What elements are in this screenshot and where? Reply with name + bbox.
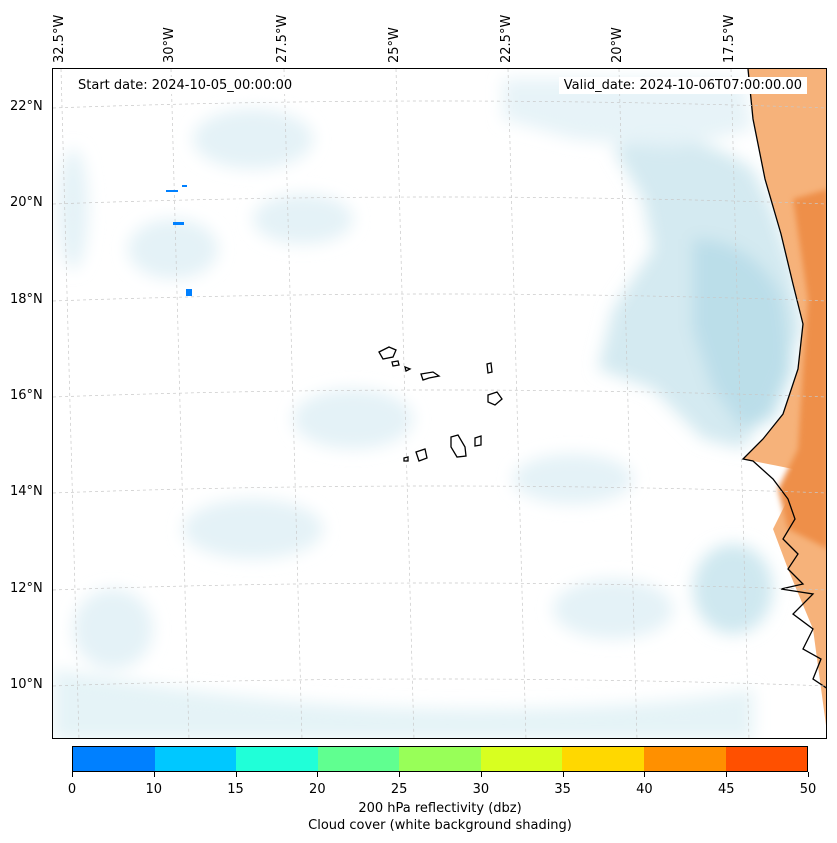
cloud-patch [553, 579, 673, 639]
meridian-line [395, 69, 415, 738]
island-santa-luzia [404, 365, 412, 372]
start-date-label: Start date: 2024-10-05_00:00:00 [73, 77, 298, 94]
colorbar-segment [236, 747, 318, 771]
colorbar-tick-label: 30 [472, 782, 490, 797]
meridian-line [283, 69, 303, 738]
colorbar-tick-mark [562, 772, 564, 777]
parallel-line [53, 293, 826, 302]
cloud-patch [58, 149, 88, 269]
island-fogo [415, 448, 428, 462]
parallel-line [53, 196, 826, 205]
meridian-line [60, 69, 80, 738]
cloud-patch [693, 544, 773, 634]
island-santiago [450, 434, 467, 458]
parallel-line [53, 582, 826, 591]
meridian-line [507, 69, 527, 738]
colorbar-tick-label: 0 [67, 782, 77, 797]
colorbar-segment [643, 747, 726, 771]
cloud-patch [293, 389, 413, 449]
echo-cell [182, 185, 187, 187]
longitude-label: 25°W [387, 27, 402, 63]
latitude-label: 18°N [10, 292, 43, 307]
island-sao-vicente [391, 360, 400, 367]
meridian-line [170, 69, 190, 738]
colorbar-tick-mark [235, 772, 237, 777]
cloud-patch [73, 589, 153, 669]
longitude-label: 22.5°W [499, 14, 514, 63]
latitude-label: 20°N [10, 195, 43, 210]
colorbar-segment [480, 747, 563, 771]
island-boa-vista [487, 391, 503, 406]
cloud-patch [128, 219, 218, 279]
land-hot-zone [778, 189, 826, 548]
colorbar-segment [562, 747, 644, 771]
island-maio [474, 435, 482, 447]
colorbar-tick-mark [808, 772, 809, 777]
colorbar-sublabel: Cloud cover (white background shading) [308, 818, 572, 833]
echo-cell [166, 190, 178, 192]
cloud-patch [183, 499, 323, 559]
colorbar-tick-label: 15 [227, 782, 244, 797]
african-landmass [741, 69, 826, 726]
longitude-label: 30°W [162, 27, 177, 63]
colorbar-segment [399, 747, 481, 771]
colorbar-tick-mark [644, 772, 646, 777]
latitude-label: 16°N [10, 388, 43, 403]
island-sao-nicolau [420, 371, 441, 381]
echo-cell [173, 222, 184, 225]
meridian-line [730, 69, 750, 738]
colorbar-tick-label: 35 [554, 782, 571, 797]
parallel-line [53, 485, 826, 494]
longitude-label: 20°W [610, 27, 625, 63]
colorbar-tick-label: 20 [309, 782, 326, 797]
valid-date-label: Valid_date: 2024-10-06T07:00:00.00 [558, 77, 807, 94]
colorbar-tick-mark [72, 772, 73, 777]
coastline [741, 69, 826, 689]
graticule [53, 69, 826, 738]
longitude-label: 17.5°W [722, 14, 737, 63]
colorbar-segment [73, 747, 155, 771]
colorbar-tick-label: 10 [145, 782, 163, 797]
cloud-patch [253, 194, 353, 244]
island-sal [486, 362, 493, 374]
colorbar-segment [317, 747, 400, 771]
longitude-label: 32.5°W [52, 14, 67, 63]
colorbar-label: 200 hPa reflectivity (dbz) [358, 801, 522, 816]
cloud-cover-shading [53, 79, 803, 738]
colorbar-segment [725, 747, 808, 771]
cloud-north-band [503, 79, 753, 149]
cloud-patch [513, 454, 633, 504]
latitude-label: 12°N [10, 581, 43, 596]
colorbar-tick-mark [317, 772, 319, 777]
colorbar [72, 746, 808, 772]
colorbar-tick-label: 40 [636, 782, 653, 797]
parallel-line [53, 389, 826, 398]
latitude-label: 10°N [10, 677, 43, 692]
colorbar-tick-mark [726, 772, 728, 777]
colorbar-tick-mark [480, 772, 482, 777]
map-canvas [53, 69, 826, 738]
island-brava [403, 456, 409, 462]
echo-cell [186, 289, 192, 296]
cloud-patch [193, 109, 313, 169]
parallel-line [53, 678, 826, 687]
colorbar-tick-label: 45 [717, 782, 735, 797]
cloud-east-dense [693, 239, 793, 429]
map-panel [52, 68, 827, 739]
colorbar-tick-mark [399, 772, 401, 777]
colorbar-tick-label: 25 [390, 782, 408, 797]
colorbar-segment [154, 747, 237, 771]
colorbar-tick-mark [153, 772, 155, 777]
reflectivity-echoes [166, 185, 192, 296]
cloud-south-band [53, 669, 753, 738]
parallel-line [53, 100, 826, 109]
island-santo-antao [378, 346, 397, 360]
latitude-label: 14°N [10, 484, 43, 499]
meridian-line [618, 69, 638, 738]
colorbar-tick-label: 50 [799, 782, 817, 797]
latitude-label: 22°N [10, 99, 43, 114]
longitude-label: 27.5°W [275, 14, 290, 63]
cape-verde-islands [378, 346, 503, 462]
